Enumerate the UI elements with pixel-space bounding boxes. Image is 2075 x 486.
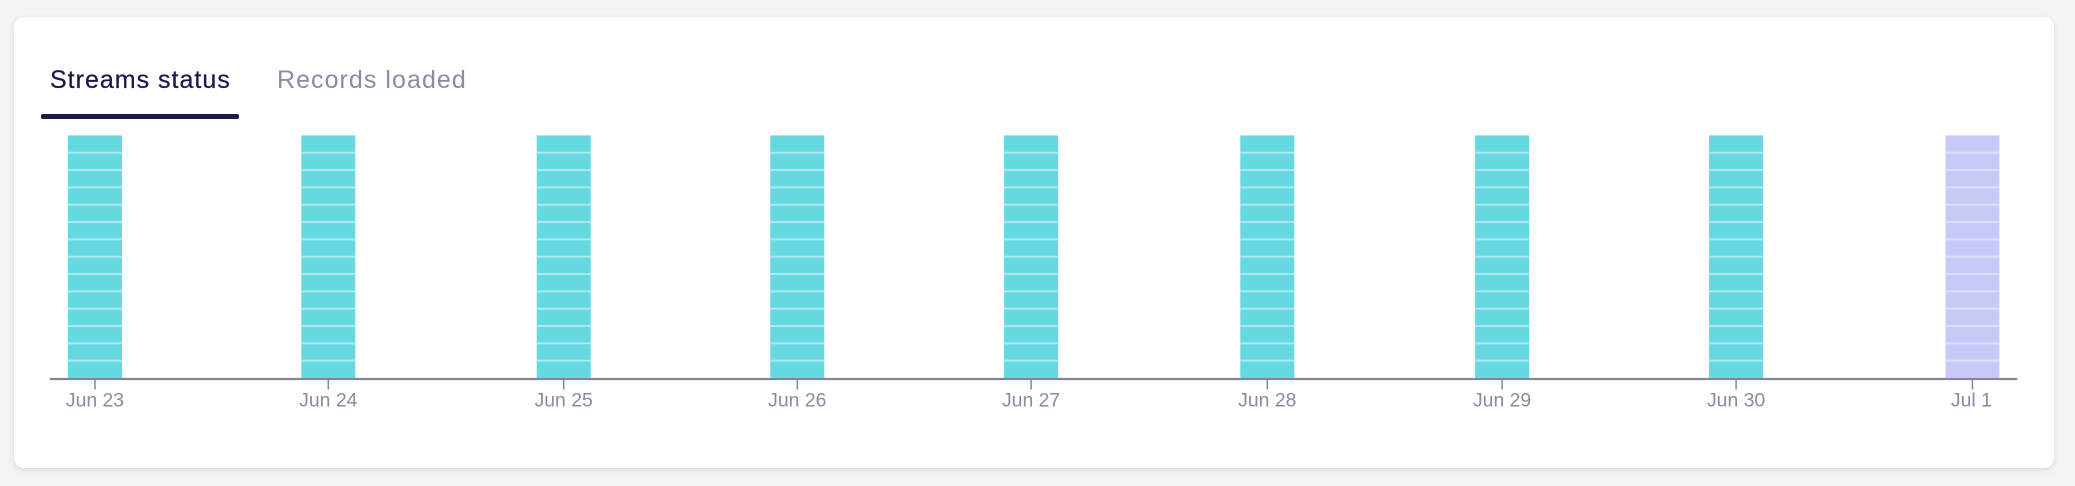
svg-text:Jun 27: Jun 27 [1002,390,1060,412]
svg-text:Jul 1: Jul 1 [1951,390,1992,412]
svg-text:Jun 30: Jun 30 [1707,390,1765,412]
svg-text:Jun 29: Jun 29 [1473,390,1531,412]
svg-text:Jun 28: Jun 28 [1238,390,1296,412]
svg-text:Jun 26: Jun 26 [768,390,826,412]
svg-text:Jun 23: Jun 23 [66,390,124,412]
svg-text:Jun 24: Jun 24 [299,390,357,412]
svg-text:Jun 25: Jun 25 [535,390,593,412]
